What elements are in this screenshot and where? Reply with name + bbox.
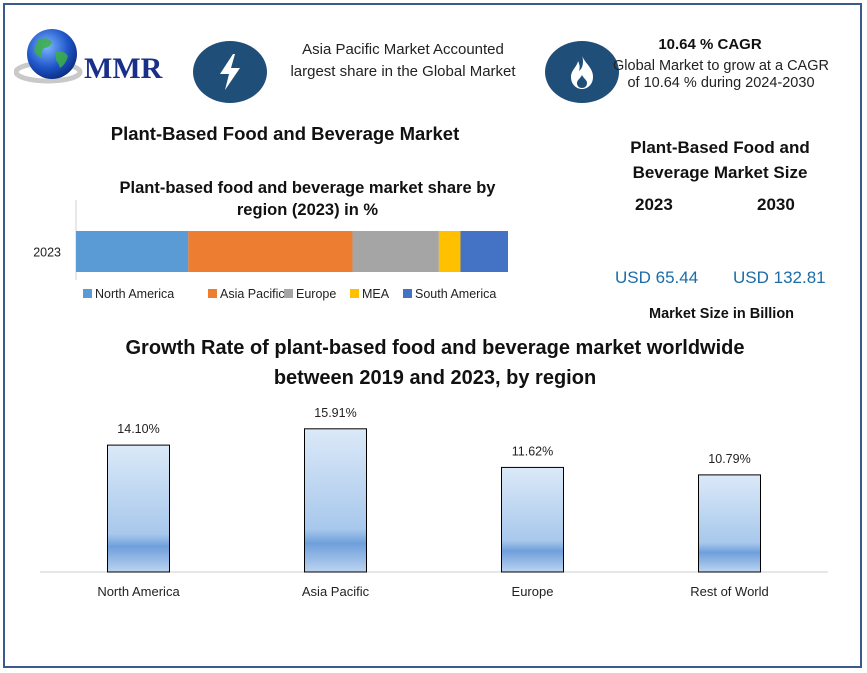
market-size-unit-label: Market Size in Billion (649, 306, 795, 322)
legend-swatch-south-america (403, 289, 412, 298)
growth-category-label-europe: Europe (512, 584, 554, 599)
growth-data-label-asia-pacific: 15.91% (314, 406, 356, 420)
share-bar-north-america (76, 231, 189, 272)
legend-swatch-mea (350, 289, 359, 298)
growth-bar-asia-pacific (304, 428, 367, 573)
growth-chart-title: Growth Rate of plant-based food and beve… (125, 337, 745, 389)
share-category-label: 2023 (33, 246, 61, 260)
growth-data-label-rest-of-world: 10.79% (708, 452, 750, 466)
growth-category-label-rest-of-world: Rest of World (690, 584, 769, 599)
legend-swatch-europe (284, 289, 293, 298)
year-2030-label: 2030 (757, 195, 795, 214)
growth-chart: 14.10% North America 15.91% Asia Pacific 11.… (40, 406, 828, 599)
share-bar-mea (438, 231, 461, 272)
legend-label-europe: Europe (296, 287, 336, 301)
share-bar-asia-pacific (188, 231, 353, 272)
growth-category-label-asia-pacific: Asia Pacific (302, 584, 370, 599)
share-chart-title: Plant-based food and beverage market sha… (119, 179, 496, 219)
legend-swatch-asia-pacific (208, 289, 217, 298)
mmr-logo: MMR (14, 29, 163, 85)
lightning-icon (220, 54, 240, 90)
market-size-2023-value: USD 65.44 (615, 268, 699, 287)
share-bar-europe (352, 231, 439, 272)
share-bar-south-america (460, 231, 508, 272)
page-title: Plant-Based Food and Beverage Market (110, 123, 460, 144)
cagr-description: Global Market to grow at a CAGR of 10.64… (613, 58, 829, 91)
globe-icon (27, 29, 77, 79)
flame-icon (571, 55, 593, 89)
year-2023-label: 2023 (635, 195, 673, 214)
legend-label-mea: MEA (362, 287, 390, 301)
lightning-icon-badge (193, 41, 267, 103)
asia-pacific-highlight: Asia Pacific Market Accounted largest sh… (290, 41, 516, 80)
legend-label-south-america: South America (415, 287, 496, 301)
flame-icon-badge (545, 41, 619, 103)
market-size-title: Plant-Based Food and Beverage Market Siz… (630, 138, 810, 182)
legend-label-asia-pacific: Asia Pacific (220, 287, 285, 301)
growth-bar-europe (501, 466, 564, 573)
growth-bar-rest-of-world (698, 474, 761, 573)
growth-category-label-north-america: North America (97, 584, 180, 599)
growth-bar-north-america (107, 444, 170, 573)
growth-data-label-north-america: 14.10% (117, 422, 159, 436)
growth-data-label-europe: 11.62% (512, 444, 553, 458)
logo-text: MMR (84, 52, 163, 85)
legend-label-north-america: North America (95, 287, 174, 301)
cagr-title: 10.64 % CAGR (658, 36, 762, 53)
share-chart: 2023 North America Asia Pacific Europe MEA So… (33, 200, 508, 301)
legend-swatch-north-america (83, 289, 92, 298)
market-size-2030-value: USD 132.81 (733, 268, 826, 287)
